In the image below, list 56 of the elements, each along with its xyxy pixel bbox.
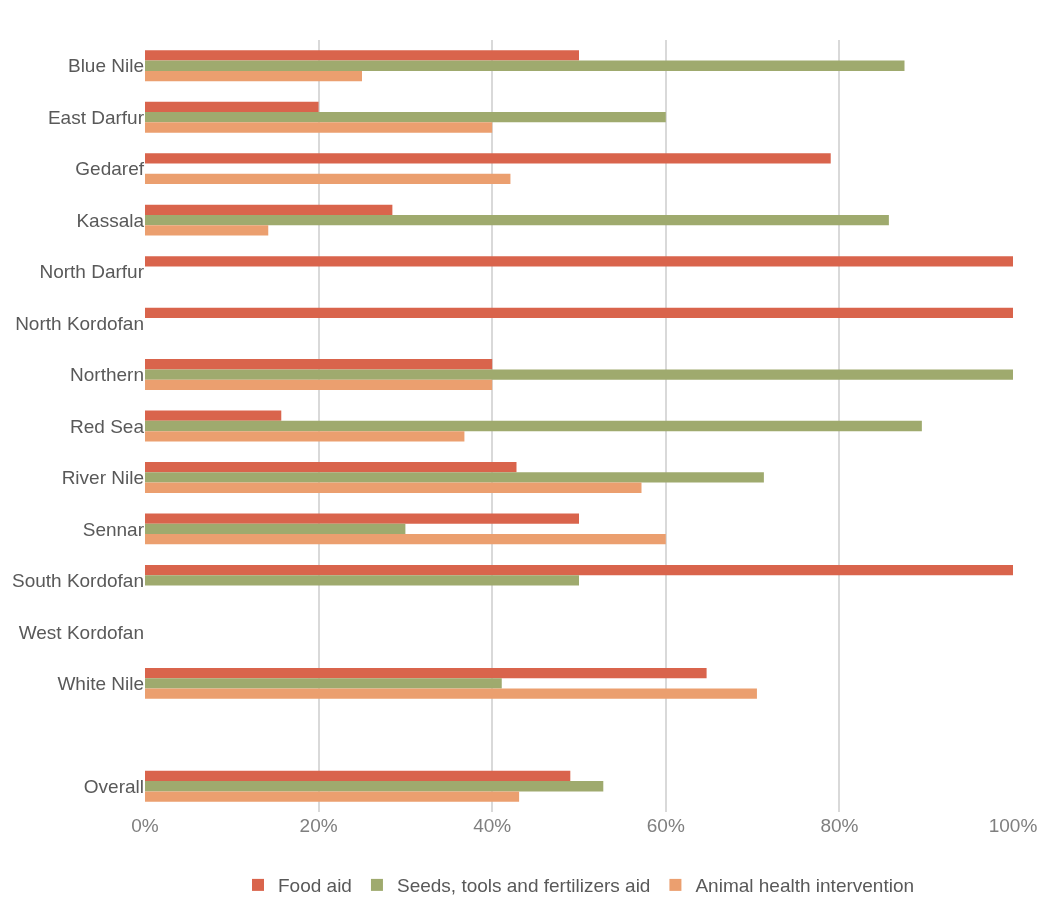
bar: [145, 534, 666, 545]
y-tick-label: Blue Nile: [67, 55, 144, 77]
bar: [145, 153, 831, 164]
bar: [145, 462, 517, 473]
y-tick-label: South Kordofan: [11, 570, 144, 592]
bar: [145, 688, 757, 699]
bar: [145, 214, 889, 226]
bar: [145, 431, 465, 442]
bar: [145, 770, 571, 782]
bar: [145, 420, 922, 432]
bar: [145, 667, 707, 679]
bar: [145, 472, 764, 483]
y-tick-label: North Darfur: [39, 261, 145, 283]
y-tick-label: River Nile: [61, 467, 144, 489]
bar: [145, 575, 579, 586]
bar: [145, 513, 579, 524]
bar: [145, 101, 319, 113]
legend-label: Seeds, tools and fertilizers aid: [396, 875, 651, 897]
bar: [145, 60, 905, 71]
y-tick-label: Sennar: [82, 518, 145, 540]
y-tick-label: East Darfur: [47, 106, 145, 128]
bar: [145, 379, 493, 390]
bar: [145, 678, 502, 689]
bar: [145, 173, 511, 185]
bar: [145, 50, 579, 61]
x-tick-label: 100%: [988, 815, 1038, 836]
bar: [145, 410, 282, 421]
legend-label: Animal health intervention: [695, 875, 915, 897]
bar: [145, 122, 493, 133]
x-tick-label: 80%: [820, 815, 859, 836]
x-tick-label: 40%: [473, 815, 512, 836]
legend-label: Food aid: [278, 875, 352, 897]
y-tick-label: Northern: [70, 364, 144, 386]
bar: [145, 359, 493, 370]
bar: [145, 564, 1013, 576]
y-tick-label: Gedaref: [75, 158, 145, 180]
bar: [145, 70, 362, 82]
bar: [145, 112, 666, 123]
bar: [145, 307, 1013, 318]
y-tick-label: North Kordofan: [15, 312, 144, 334]
x-tick-label: 60%: [646, 815, 685, 836]
bar: [145, 204, 393, 215]
bar: [145, 523, 406, 535]
y-tick-label: West Kordofan: [18, 621, 144, 643]
bar: [145, 482, 642, 493]
y-tick-label: Red Sea: [70, 415, 145, 437]
x-tick-label: 20%: [299, 815, 338, 836]
bar: [145, 256, 1013, 267]
y-tick-label: Kassala: [76, 209, 145, 231]
bar: [145, 791, 520, 802]
bar: [145, 781, 604, 792]
bar: [145, 225, 269, 236]
y-tick-label: White Nile: [57, 672, 144, 694]
bar: [145, 369, 1013, 380]
y-tick-label: Overall: [83, 775, 144, 797]
x-tick-label: 0%: [131, 815, 159, 836]
